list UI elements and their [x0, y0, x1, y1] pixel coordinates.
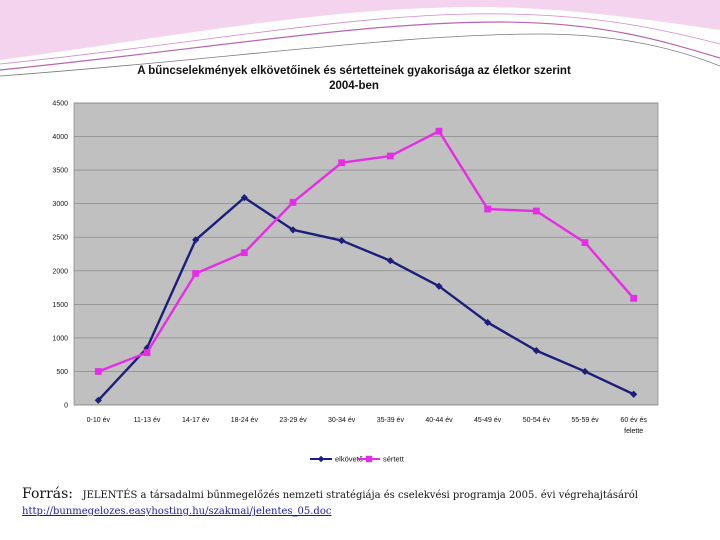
data-point	[289, 226, 297, 234]
x-tick-label: 14-17 év	[182, 417, 210, 424]
series-line	[97, 129, 635, 373]
x-tick-label: 55-59 év	[571, 417, 599, 424]
series-lines	[94, 127, 638, 404]
legend-marker-sertett	[365, 455, 373, 463]
x-tick-label: 50-54 év	[523, 417, 551, 424]
x-tick-label: 40-44 év	[425, 417, 453, 424]
data-point	[484, 318, 492, 327]
y-tick-label: 500	[56, 369, 68, 376]
y-tick-label: 4500	[52, 101, 68, 108]
data-point	[630, 390, 638, 398]
x-tick-label: 23-29 év	[279, 417, 307, 424]
x-tick-label: 60 év és felette	[620, 417, 647, 435]
y-tick-label: 1000	[52, 335, 68, 342]
x-tick-label: 35-39 év	[377, 417, 405, 424]
source-link[interactable]: http://bunmegelozes.easyhosting.hu/szakm…	[22, 506, 332, 517]
legend-label-sertett: sértett	[383, 455, 405, 464]
y-tick-label: 4000	[52, 134, 68, 141]
y-tick-label: 1500	[52, 302, 68, 309]
y-tick-label: 0	[64, 403, 68, 410]
data-point	[289, 198, 297, 206]
data-point	[532, 207, 540, 215]
header-decoration	[0, 0, 720, 77]
decoration-band	[0, 0, 720, 60]
data-point	[94, 396, 102, 404]
x-axis-ticks: 0-10 év 11-13 év 14-17 év 18-24 év 23-29 év 3…	[87, 417, 648, 435]
y-tick-label: 3000	[52, 201, 68, 208]
legend-marker-elkoveto	[317, 455, 325, 463]
source-label: Forrás:	[22, 486, 74, 502]
line-chart: A bűncselekmények elkövetőinek és sértet…	[52, 65, 659, 464]
data-point	[581, 239, 589, 246]
data-point	[630, 294, 638, 302]
data-point	[143, 349, 151, 357]
data-point	[192, 236, 200, 244]
x-tick-label: 11-13 év	[134, 417, 161, 424]
series-line	[97, 196, 635, 402]
data-point	[532, 347, 540, 355]
data-point	[94, 368, 102, 375]
plot-area	[73, 102, 659, 406]
data-point	[240, 194, 248, 202]
x-tick-label: 30-34 év	[328, 417, 356, 424]
data-point	[338, 159, 346, 167]
data-point	[240, 249, 248, 257]
legend-label-elkoveto: elkövető	[335, 455, 363, 464]
data-point	[581, 367, 589, 376]
y-tick-label: 3500	[52, 168, 68, 175]
gridlines	[74, 102, 658, 406]
chart-title: A bűncselekmények elkövetőinek és sértet…	[137, 65, 571, 77]
data-point	[386, 257, 394, 265]
legend: elkövető sértett	[310, 455, 405, 464]
x-tick-label: 0-10 év	[87, 417, 111, 424]
chart-subtitle: 2004-ben	[329, 80, 379, 92]
decoration-wave	[0, 33, 720, 77]
y-axis-ticks: 0 500 1000 1500 2000 2500 3000 3500 4000 4500	[52, 101, 68, 410]
decoration-wave	[0, 21, 720, 71]
y-tick-label: 2000	[52, 268, 68, 275]
y-tick-label: 2500	[52, 235, 68, 242]
source-note: Forrás: JELENTÉS a társadalmi bűnmegelőz…	[22, 486, 712, 520]
data-point	[192, 270, 200, 277]
data-point	[484, 205, 492, 213]
source-text: JELENTÉS a társadalmi bűnmegelőzés nemze…	[82, 490, 638, 501]
x-tick-label: 45-49 év	[474, 417, 502, 424]
data-point	[435, 127, 443, 135]
data-point	[386, 152, 394, 160]
data-point	[338, 236, 346, 245]
x-tick-label: 18-24 év	[231, 417, 259, 424]
decoration-wave	[0, 13, 720, 65]
